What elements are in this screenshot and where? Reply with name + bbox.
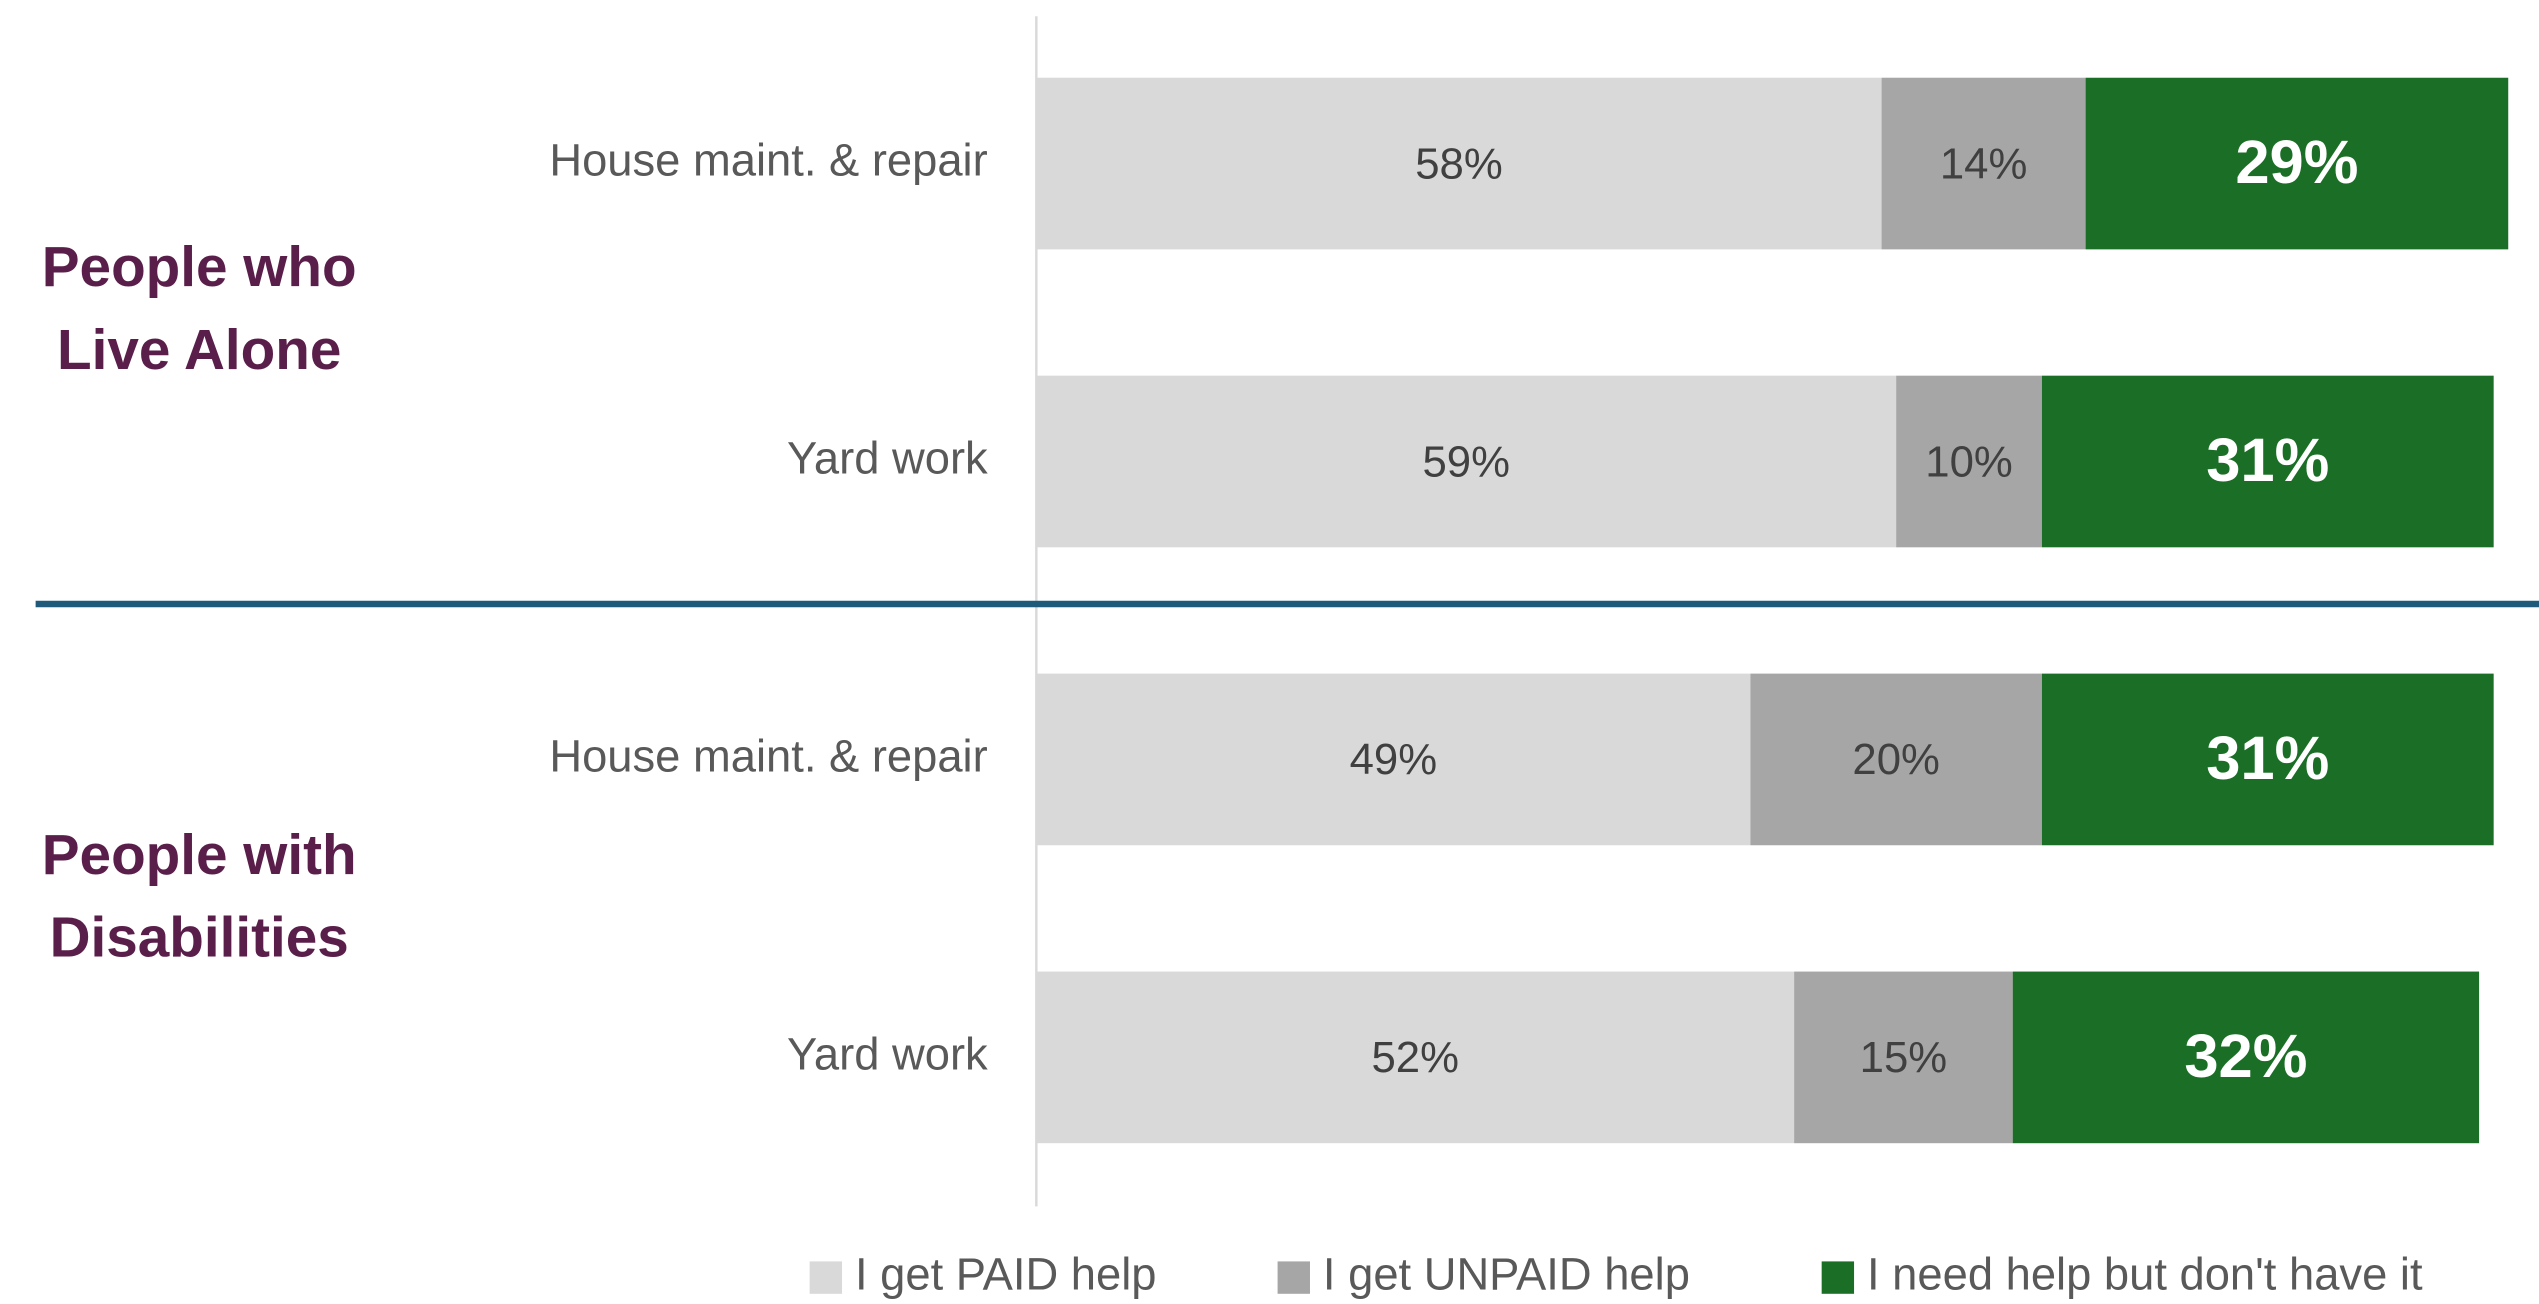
data-label: 32% <box>2184 1022 2307 1091</box>
bar-segment <box>1881 77 2086 250</box>
bar-segment <box>1036 971 1795 1144</box>
legend-swatch <box>1277 1261 1310 1294</box>
data-label: 15% <box>1860 1033 1948 1082</box>
group-label: Live Alone <box>57 319 341 382</box>
legend-swatch <box>809 1261 843 1294</box>
data-label: 52% <box>1371 1033 1459 1082</box>
bar-segment <box>2041 375 2494 548</box>
data-label: 29% <box>2235 128 2358 197</box>
legend-label: I get UNPAID help <box>1323 1249 1690 1300</box>
bar-segment <box>2085 77 2509 250</box>
group-label: Disabilities <box>50 907 349 970</box>
bar-segment <box>1750 673 2042 846</box>
data-label: 31% <box>2206 426 2329 495</box>
legend-label: I get PAID help <box>855 1249 1157 1300</box>
data-label: 59% <box>1422 437 1510 486</box>
category-label: House maint. & repair <box>549 730 987 781</box>
data-label: 20% <box>1852 735 1940 784</box>
data-label: 49% <box>1350 735 1438 784</box>
bar-segment <box>1794 971 2013 1144</box>
group-label: People who <box>42 236 357 299</box>
data-label: 14% <box>1940 139 2028 188</box>
data-label: 31% <box>2206 724 2329 793</box>
category-label: Yard work <box>787 432 988 483</box>
bar-segment <box>2012 971 2480 1144</box>
bar-segment <box>1036 673 1751 846</box>
category-label: Yard work <box>787 1028 988 1079</box>
category-label: House maint. & repair <box>549 135 987 186</box>
data-label: 10% <box>1925 437 2013 486</box>
bar-segment <box>1036 77 1882 250</box>
data-label: 58% <box>1415 139 1503 188</box>
bar-segment <box>1896 375 2042 548</box>
legend-label: I need help but don't have it <box>1867 1249 2423 1300</box>
bar-segment <box>2041 673 2494 846</box>
bar-segment <box>1036 375 1897 548</box>
group-label: People with <box>42 824 357 887</box>
legend-swatch <box>1821 1261 1855 1294</box>
